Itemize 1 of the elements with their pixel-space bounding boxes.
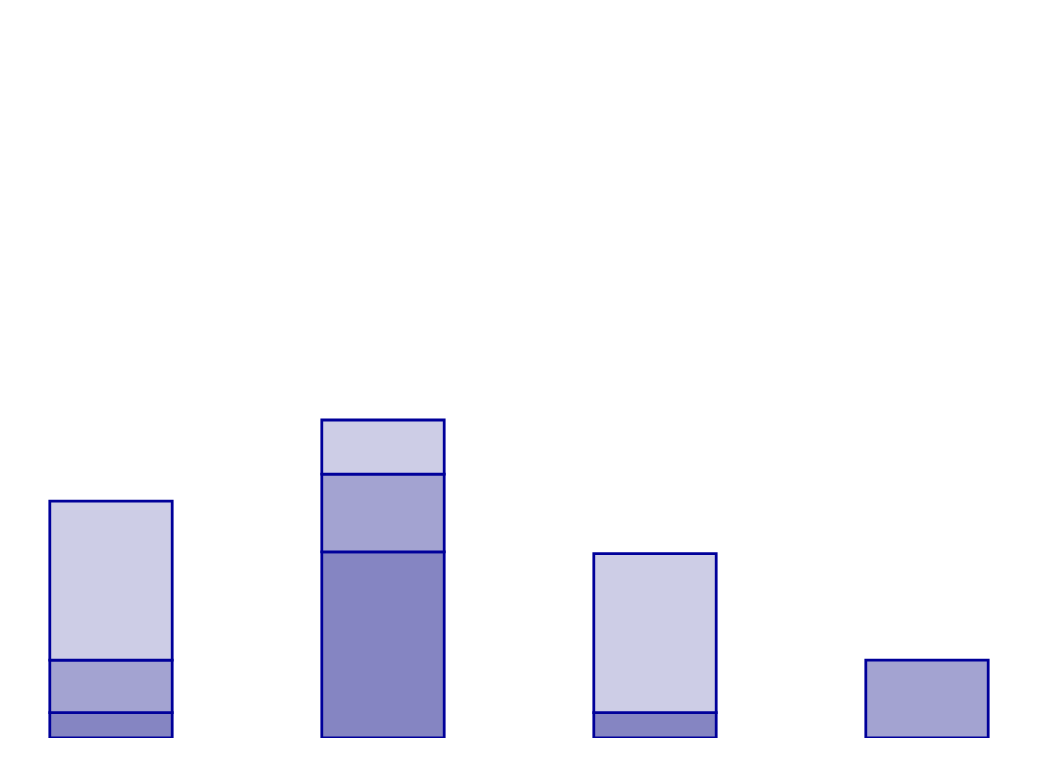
bar	[864, 658, 990, 738]
